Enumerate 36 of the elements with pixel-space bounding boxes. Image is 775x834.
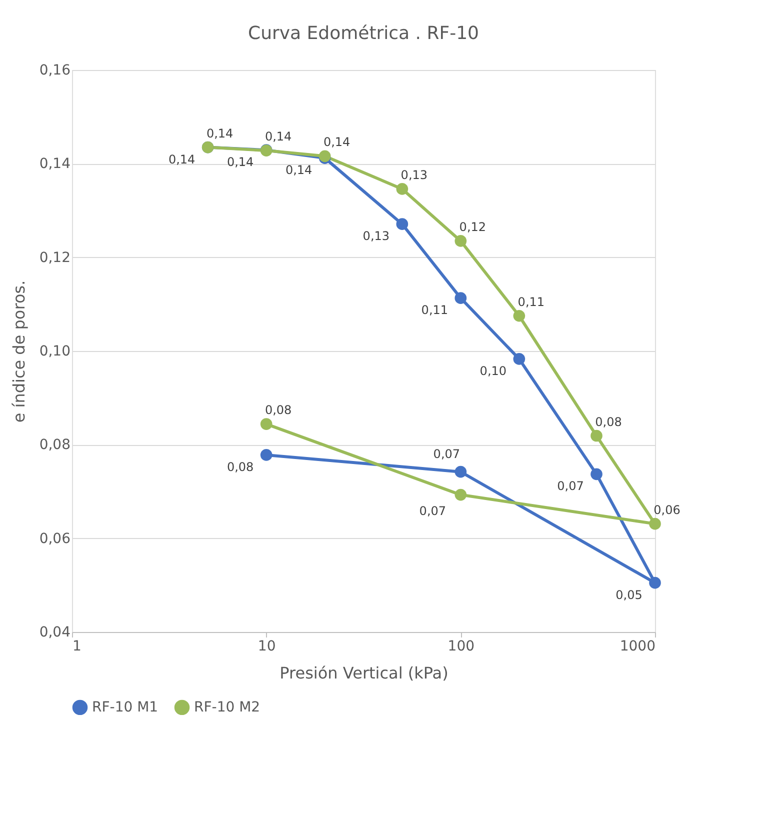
x-tick-label: 100 (448, 638, 475, 654)
data-label: 0,14 (206, 126, 234, 140)
data-label: 0,07 (419, 504, 446, 518)
y-tick-label: 0,12 (39, 250, 70, 266)
x-axis-title: Presión Vertical (kPa) (280, 664, 448, 682)
y-tick-label: 0,06 (39, 530, 71, 547)
data-label: 0,12 (459, 220, 486, 234)
legend-label: RF-10 M1 (92, 699, 158, 716)
data-label: 0,13 (362, 229, 390, 244)
legend-label: RF-10 M2 (194, 699, 260, 716)
y-tick-label: 0,16 (39, 62, 71, 78)
data-label: 0,11 (421, 303, 448, 318)
data-label: 0,11 (518, 294, 545, 309)
data-label: 0,14 (323, 135, 350, 150)
data-label: 0,06 (654, 502, 680, 517)
data-label: 0,13 (400, 168, 428, 182)
y-axis-title: e índice de poros. (9, 280, 28, 423)
y-tick-label: 0,10 (39, 344, 70, 360)
data-label: 0,08 (226, 460, 254, 474)
y-tick-label: 0,14 (39, 156, 71, 172)
data-label: 0,14 (264, 130, 292, 144)
x-tick-label: 1000 (620, 638, 656, 654)
data-label: 0,07 (557, 479, 584, 494)
data-label: 0,10 (480, 364, 507, 378)
y-tick-label: 0,08 (39, 437, 70, 454)
data-label: 0,14 (226, 155, 254, 170)
data-label: 0,14 (168, 152, 196, 166)
x-tick-label: 10 (258, 638, 276, 654)
data-label: 0,08 (595, 414, 622, 429)
data-label: 0,08 (264, 403, 292, 418)
data-label: 0,07 (433, 446, 460, 461)
y-tick-label: 0,04 (39, 624, 71, 640)
chart-title: Curva Edométrica . RF-10 (248, 23, 480, 44)
x-tick-label: 1 (72, 638, 82, 654)
data-label: 0,05 (616, 588, 642, 602)
data-label: 0,14 (285, 163, 312, 178)
